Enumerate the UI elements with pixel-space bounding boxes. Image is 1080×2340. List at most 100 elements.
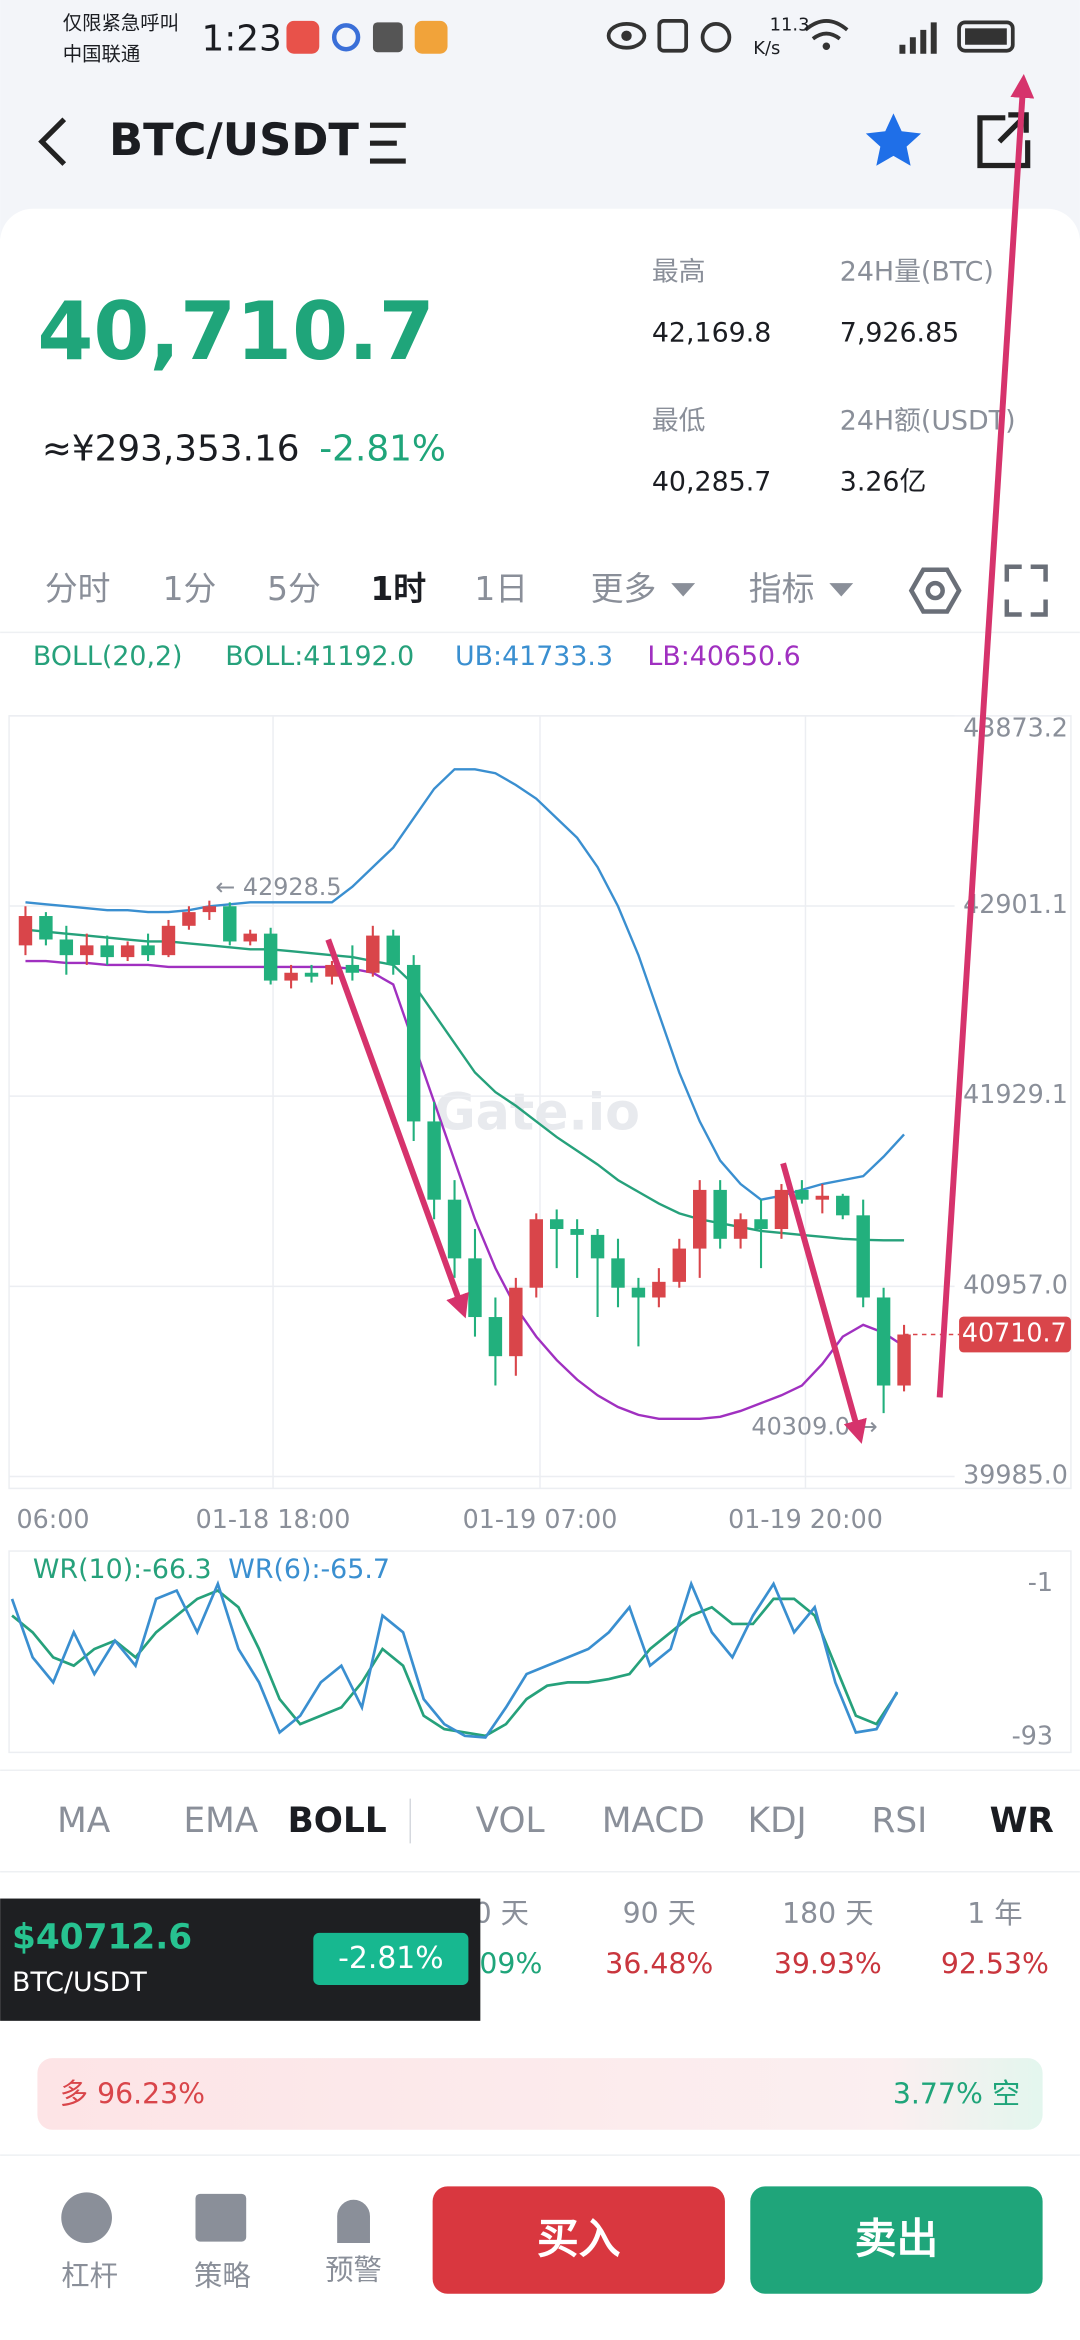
timeframe-tab-active[interactable]: 1时 (371, 570, 427, 608)
candle-body (59, 939, 74, 956)
candle-body (447, 1199, 462, 1259)
indicator-tab[interactable]: 指标 (749, 570, 815, 608)
candle-body (549, 1219, 564, 1230)
candle-body (406, 964, 421, 1122)
cny-price: ≈¥293,353.16 (42, 428, 300, 469)
indicator-tab[interactable]: RSI (872, 1801, 928, 1841)
candle-body (345, 964, 360, 973)
menu-icon[interactable] (369, 122, 406, 164)
indicator-tab[interactable]: MACD (602, 1801, 705, 1841)
candle-body (161, 925, 176, 956)
clock: 1:23 (201, 18, 281, 59)
candle-body (39, 916, 53, 940)
candle-body (243, 933, 257, 942)
candle-body (672, 1248, 687, 1282)
timeframe-tab[interactable]: 分时 (45, 570, 111, 608)
status-icons (286, 19, 1015, 54)
y-tick-label: 40957.0 (963, 1269, 1068, 1299)
buy-label[interactable]: 买入 (537, 2214, 621, 2263)
candle-body (590, 1234, 605, 1259)
indicator-tab[interactable]: VOL (476, 1801, 545, 1841)
indicator-tab[interactable]: KDJ (748, 1801, 807, 1841)
fullscreen-icon[interactable] (1004, 564, 1048, 617)
nav-item[interactable]: 预警 (325, 2253, 382, 2286)
indicator-legend: LB:40650.6 (647, 641, 800, 672)
return-value: 36.48% (605, 1948, 713, 1981)
y-tick-label: 42901.1 (963, 889, 1068, 919)
candle-body (693, 1189, 707, 1249)
indicator-legend: BOLL:41192.0 (225, 641, 414, 672)
candle-body (366, 935, 380, 973)
candle-body (529, 1219, 543, 1288)
candle-body (202, 906, 217, 913)
candle-body (570, 1229, 584, 1235)
candle-body (141, 945, 155, 956)
indicator-legend: UB:41733.3 (455, 641, 613, 672)
candle-body (284, 972, 298, 981)
nav-item[interactable]: 杠杆 (61, 2259, 118, 2292)
floating-pair: BTC/USDT (12, 1967, 147, 1998)
return-period: 90 天 (623, 1897, 696, 1930)
candle-body (713, 1189, 727, 1239)
sell-button[interactable] (750, 2186, 1043, 2294)
stat-value: 40,285.7 (652, 467, 771, 498)
stat-value: 3.26亿 (840, 467, 927, 498)
indicator-tab[interactable]: MA (57, 1801, 111, 1841)
candle-body (120, 945, 135, 958)
favorite-star[interactable] (865, 113, 922, 166)
return-period: 1 年 (967, 1897, 1022, 1930)
candle-body (754, 1219, 768, 1230)
candle-body (468, 1258, 482, 1318)
floating-badge (313, 1932, 469, 1986)
settings-icon[interactable] (908, 567, 962, 614)
last-price: 40,710.7 (37, 284, 434, 378)
timeframe-tab[interactable]: 5分 (267, 570, 321, 608)
candle-body (897, 1334, 911, 1386)
candle-body (733, 1219, 748, 1239)
return-value: 92.53% (941, 1948, 1049, 1981)
candle-body (856, 1215, 870, 1298)
buy-button[interactable] (432, 2186, 725, 2294)
candle-body (815, 1195, 830, 1200)
candle-body (223, 906, 237, 942)
status-text: 仅限紧急呼叫 (63, 11, 179, 34)
y-tick-label: 39985.0 (963, 1459, 1068, 1489)
candle-body (100, 945, 114, 958)
candle-body (836, 1195, 850, 1216)
candle-body (652, 1281, 666, 1298)
dropdown-arrow (829, 583, 854, 597)
nav-item[interactable]: 策略 (194, 2259, 251, 2292)
back-button[interactable] (38, 117, 67, 166)
return-value: 39.93% (774, 1948, 882, 1981)
indicator-tab[interactable]: EMA (183, 1801, 258, 1841)
stat-value: 7,926.85 (840, 318, 959, 349)
wr-legend: WR(10):-66.3 (33, 1554, 212, 1585)
x-tick-label: 01-19 07:00 (463, 1504, 618, 1534)
y-tick-label: 41929.1 (963, 1079, 1068, 1109)
x-tick-label: 01-18 18:00 (196, 1504, 351, 1534)
max-marker: ← 42928.5 (215, 873, 341, 901)
nav-icons (61, 2192, 370, 2244)
return-period: 180 天 (782, 1897, 873, 1930)
more-tab[interactable]: 更多 (591, 570, 657, 608)
stat-label: 最低 (652, 406, 706, 437)
timeframe-tab[interactable]: 1日 (474, 570, 528, 608)
pair-title[interactable]: BTC/USDT (109, 113, 359, 166)
floating-change: -2.81% (338, 1941, 443, 1976)
status-text: 中国联通 (63, 43, 141, 66)
stat-label: 24H额(USDT) (840, 406, 1016, 437)
short-ratio: 3.77% 空 (893, 2077, 1020, 2110)
net-unit: K/s (753, 38, 780, 59)
indicator-tab-active[interactable]: BOLL (288, 1801, 387, 1841)
candle-body (509, 1287, 523, 1357)
boll-line (25, 768, 905, 1201)
sell-label[interactable]: 卖出 (855, 2214, 939, 2263)
stat-label: 最高 (652, 256, 706, 287)
net-speed: 11.3 (770, 14, 810, 35)
candle-body (774, 1189, 789, 1230)
wr-legend: WR(6):-65.7 (228, 1554, 390, 1585)
y-tick-label: -93 (1012, 1720, 1053, 1750)
indicator-tab-active[interactable]: WR (990, 1801, 1054, 1841)
timeframe-tab[interactable]: 1分 (163, 570, 217, 608)
